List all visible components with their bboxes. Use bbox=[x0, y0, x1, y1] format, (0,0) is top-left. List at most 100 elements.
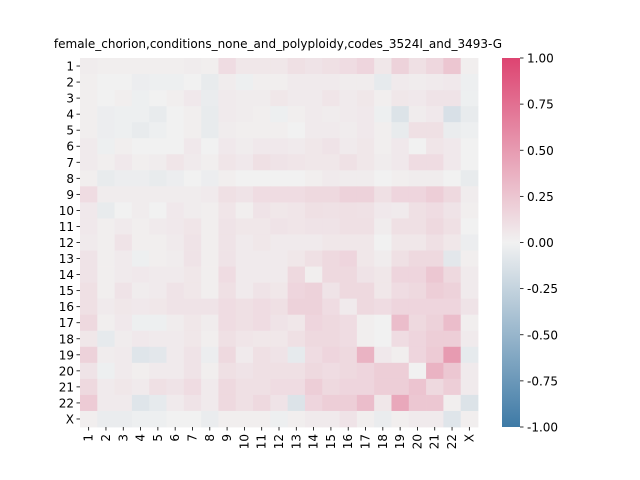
heatmap-cell bbox=[80, 362, 98, 380]
heatmap-cell bbox=[391, 218, 410, 235]
heatmap-cell bbox=[287, 138, 306, 155]
heatmap-cell bbox=[201, 298, 219, 316]
heatmap-cell bbox=[408, 154, 427, 171]
heatmap-cells bbox=[80, 58, 479, 428]
x-tick-label: 6 bbox=[168, 434, 182, 442]
heatmap-cell bbox=[460, 298, 479, 316]
heatmap-cell bbox=[460, 106, 479, 123]
heatmap-cell bbox=[408, 298, 427, 316]
heatmap-cell bbox=[287, 74, 306, 91]
heatmap-cell bbox=[114, 410, 133, 428]
heatmap-cell bbox=[114, 234, 133, 251]
heatmap-cell bbox=[426, 266, 444, 284]
heatmap-cell bbox=[356, 106, 375, 123]
heatmap-cell bbox=[426, 186, 444, 203]
colorbar-tick-label: 0.75 bbox=[527, 98, 554, 112]
heatmap-cell bbox=[374, 266, 392, 284]
heatmap-cell bbox=[218, 314, 237, 332]
heatmap-cell bbox=[253, 106, 271, 123]
heatmap-cell bbox=[426, 234, 444, 251]
y-tick-label: 18 bbox=[59, 332, 74, 346]
heatmap-cell bbox=[166, 138, 185, 155]
heatmap-cell bbox=[131, 234, 150, 251]
heatmap-cell bbox=[253, 378, 271, 396]
heatmap-cell bbox=[97, 74, 115, 91]
x-axis: 1 2 3 4 5 6 7 8 9 10 11 12 13 14 15 16 17 18 19 20 21 22 X bbox=[82, 427, 476, 449]
x-tick-label: 2 bbox=[99, 434, 113, 442]
y-tick-label: 14 bbox=[59, 268, 74, 282]
heatmap-cell bbox=[460, 362, 479, 380]
heatmap-cell bbox=[460, 410, 479, 428]
heatmap-cell bbox=[114, 266, 133, 284]
heatmap-cell bbox=[426, 122, 444, 139]
heatmap-cell bbox=[97, 346, 115, 364]
heatmap-cell bbox=[374, 186, 392, 203]
heatmap-cell bbox=[391, 266, 410, 284]
heatmap-cell bbox=[97, 202, 115, 219]
heatmap-cell bbox=[426, 282, 444, 300]
y-tick-label: 4 bbox=[66, 108, 74, 122]
heatmap-cell bbox=[235, 266, 254, 284]
heatmap-cell bbox=[131, 202, 150, 219]
heatmap-cell bbox=[235, 298, 254, 316]
heatmap-cell bbox=[408, 186, 427, 203]
heatmap-cell bbox=[166, 394, 185, 412]
heatmap-cell bbox=[304, 346, 323, 364]
heatmap-cell bbox=[443, 266, 462, 284]
heatmap-cell bbox=[408, 394, 427, 412]
heatmap-cell bbox=[408, 106, 427, 123]
heatmap-cell bbox=[218, 394, 237, 412]
heatmap-cell bbox=[304, 74, 323, 91]
heatmap-cell bbox=[339, 170, 358, 187]
heatmap-cell bbox=[374, 314, 392, 332]
heatmap-cell bbox=[443, 346, 462, 364]
heatmap-cell bbox=[218, 154, 237, 171]
heatmap-cell bbox=[426, 250, 444, 267]
heatmap-cell bbox=[426, 170, 444, 187]
heatmap-cell bbox=[391, 346, 410, 364]
heatmap-cell bbox=[235, 250, 254, 267]
y-tick-label: 16 bbox=[59, 300, 74, 314]
heatmap-cell bbox=[356, 250, 375, 267]
heatmap-cell bbox=[374, 106, 392, 123]
heatmap-cell bbox=[408, 138, 427, 155]
heatmap-cell bbox=[201, 74, 219, 91]
heatmap-cell bbox=[270, 106, 289, 123]
heatmap-cell bbox=[460, 90, 479, 107]
heatmap-cell bbox=[114, 314, 133, 332]
heatmap-cell bbox=[270, 298, 289, 316]
heatmap-cell bbox=[356, 394, 375, 412]
heatmap-cell bbox=[114, 106, 133, 123]
heatmap-cell bbox=[391, 58, 410, 75]
heatmap-cell bbox=[270, 266, 289, 284]
heatmap-cell bbox=[253, 58, 271, 75]
heatmap-cell bbox=[166, 346, 185, 364]
heatmap-cell bbox=[322, 202, 340, 219]
heatmap-cell bbox=[235, 314, 254, 332]
heatmap-cell bbox=[391, 90, 410, 107]
heatmap-cell bbox=[426, 378, 444, 396]
heatmap-cell bbox=[201, 346, 219, 364]
heatmap-cell bbox=[166, 170, 185, 187]
heatmap-cell bbox=[443, 122, 462, 139]
heatmap-cell bbox=[201, 250, 219, 267]
heatmap-cell bbox=[443, 314, 462, 332]
x-tick-label: 3 bbox=[116, 434, 130, 442]
heatmap-cell bbox=[97, 378, 115, 396]
heatmap-cell bbox=[356, 282, 375, 300]
heatmap-cell bbox=[149, 154, 167, 171]
heatmap-cell bbox=[131, 58, 150, 75]
heatmap-cell bbox=[201, 410, 219, 428]
heatmap-cell bbox=[149, 58, 167, 75]
heatmap-cell bbox=[339, 394, 358, 412]
heatmap-cell bbox=[270, 202, 289, 219]
heatmap-cell bbox=[149, 234, 167, 251]
heatmap-cell bbox=[253, 362, 271, 380]
heatmap-cell bbox=[322, 314, 340, 332]
heatmap-cell bbox=[374, 250, 392, 267]
heatmap-cell bbox=[304, 330, 323, 348]
heatmap-cell bbox=[270, 170, 289, 187]
y-tick-label: 21 bbox=[59, 380, 74, 394]
y-tick-label: 20 bbox=[59, 364, 74, 378]
heatmap-cell bbox=[339, 346, 358, 364]
